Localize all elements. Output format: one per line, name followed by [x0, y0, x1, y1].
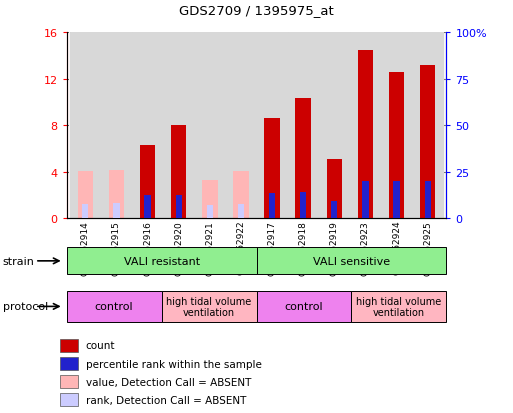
Text: protocol: protocol [3, 301, 48, 312]
Bar [256, 248, 446, 275]
Bar [145, 196, 151, 219]
Bar [101, 33, 132, 219]
Bar [61, 393, 78, 406]
Bar [264, 119, 280, 219]
Bar [67, 248, 256, 275]
Bar [67, 291, 162, 322]
Bar [319, 33, 350, 219]
Bar [61, 375, 78, 388]
Bar [175, 196, 182, 219]
Bar [420, 66, 436, 219]
Bar [256, 33, 288, 219]
Text: control: control [285, 301, 323, 312]
Bar [194, 33, 225, 219]
Bar [331, 201, 338, 219]
Bar [70, 33, 101, 219]
Bar [393, 182, 400, 219]
Text: value, Detection Call = ABSENT: value, Detection Call = ABSENT [86, 377, 251, 387]
Bar [113, 203, 120, 219]
Text: GDS2709 / 1395975_at: GDS2709 / 1395975_at [179, 4, 334, 17]
Text: high tidal volume
ventilation: high tidal volume ventilation [356, 296, 442, 318]
Text: high tidal volume
ventilation: high tidal volume ventilation [166, 296, 252, 318]
Bar [225, 33, 256, 219]
Bar [412, 33, 443, 219]
Text: VALI sensitive: VALI sensitive [313, 256, 390, 266]
Bar [140, 146, 155, 219]
Bar [425, 182, 431, 219]
Text: percentile rank within the sample: percentile rank within the sample [86, 359, 262, 369]
Bar [82, 205, 88, 219]
Text: count: count [86, 341, 115, 351]
Bar [132, 33, 163, 219]
Bar [389, 73, 404, 219]
Text: control: control [95, 301, 133, 312]
Bar [77, 171, 93, 219]
Bar [207, 206, 213, 219]
Bar [163, 33, 194, 219]
Bar [295, 99, 311, 219]
Bar [351, 291, 446, 322]
Bar [109, 170, 124, 219]
Bar [350, 33, 381, 219]
Bar [288, 33, 319, 219]
Bar [61, 339, 78, 352]
Bar [326, 160, 342, 219]
Bar [269, 194, 275, 219]
Bar [256, 291, 351, 322]
Bar [233, 171, 249, 219]
Text: strain: strain [3, 256, 34, 266]
Bar [238, 204, 244, 219]
Bar [61, 357, 78, 370]
Bar [300, 193, 306, 219]
Text: VALI resistant: VALI resistant [124, 256, 200, 266]
Text: rank, Detection Call = ABSENT: rank, Detection Call = ABSENT [86, 395, 246, 405]
Bar [362, 182, 368, 219]
Bar [202, 180, 218, 219]
Bar [162, 291, 256, 322]
Bar [381, 33, 412, 219]
Bar [171, 126, 187, 219]
Bar [358, 50, 373, 219]
